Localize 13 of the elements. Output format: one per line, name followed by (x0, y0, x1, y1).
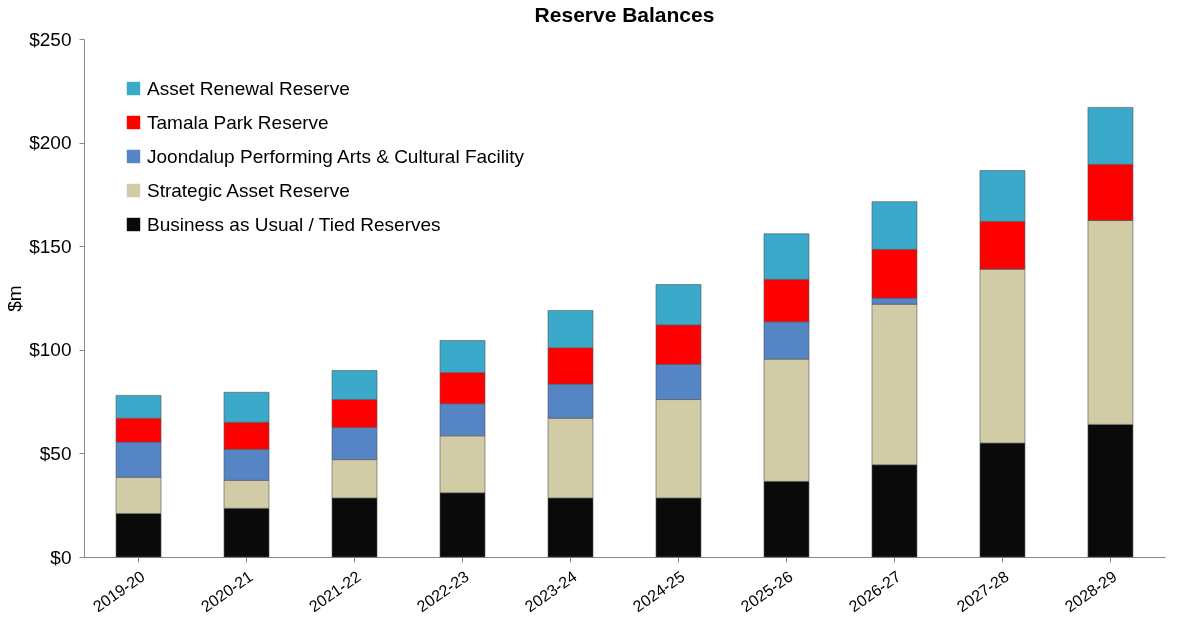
y-tick-label: $100 (29, 339, 72, 361)
y-tick-label: $0 (50, 546, 72, 568)
y-tick-label: $50 (39, 442, 72, 464)
legend-label: Business as Usual / Tied Reserves (147, 213, 441, 235)
y-tick-label: $250 (29, 28, 72, 50)
legend-label: Joondalup Performing Arts & Cultural Facility (147, 145, 525, 167)
y-tick-label: $150 (29, 235, 72, 257)
chart-title: Reserve Balances (534, 3, 715, 26)
legend-label: Tamala Park Reserve (147, 111, 329, 133)
legend-label: Asset Renewal Reserve (147, 77, 350, 99)
y-tick-label: $200 (29, 132, 72, 154)
legend-label: Strategic Asset Reserve (147, 179, 350, 201)
y-axis-title: $m (4, 285, 26, 312)
